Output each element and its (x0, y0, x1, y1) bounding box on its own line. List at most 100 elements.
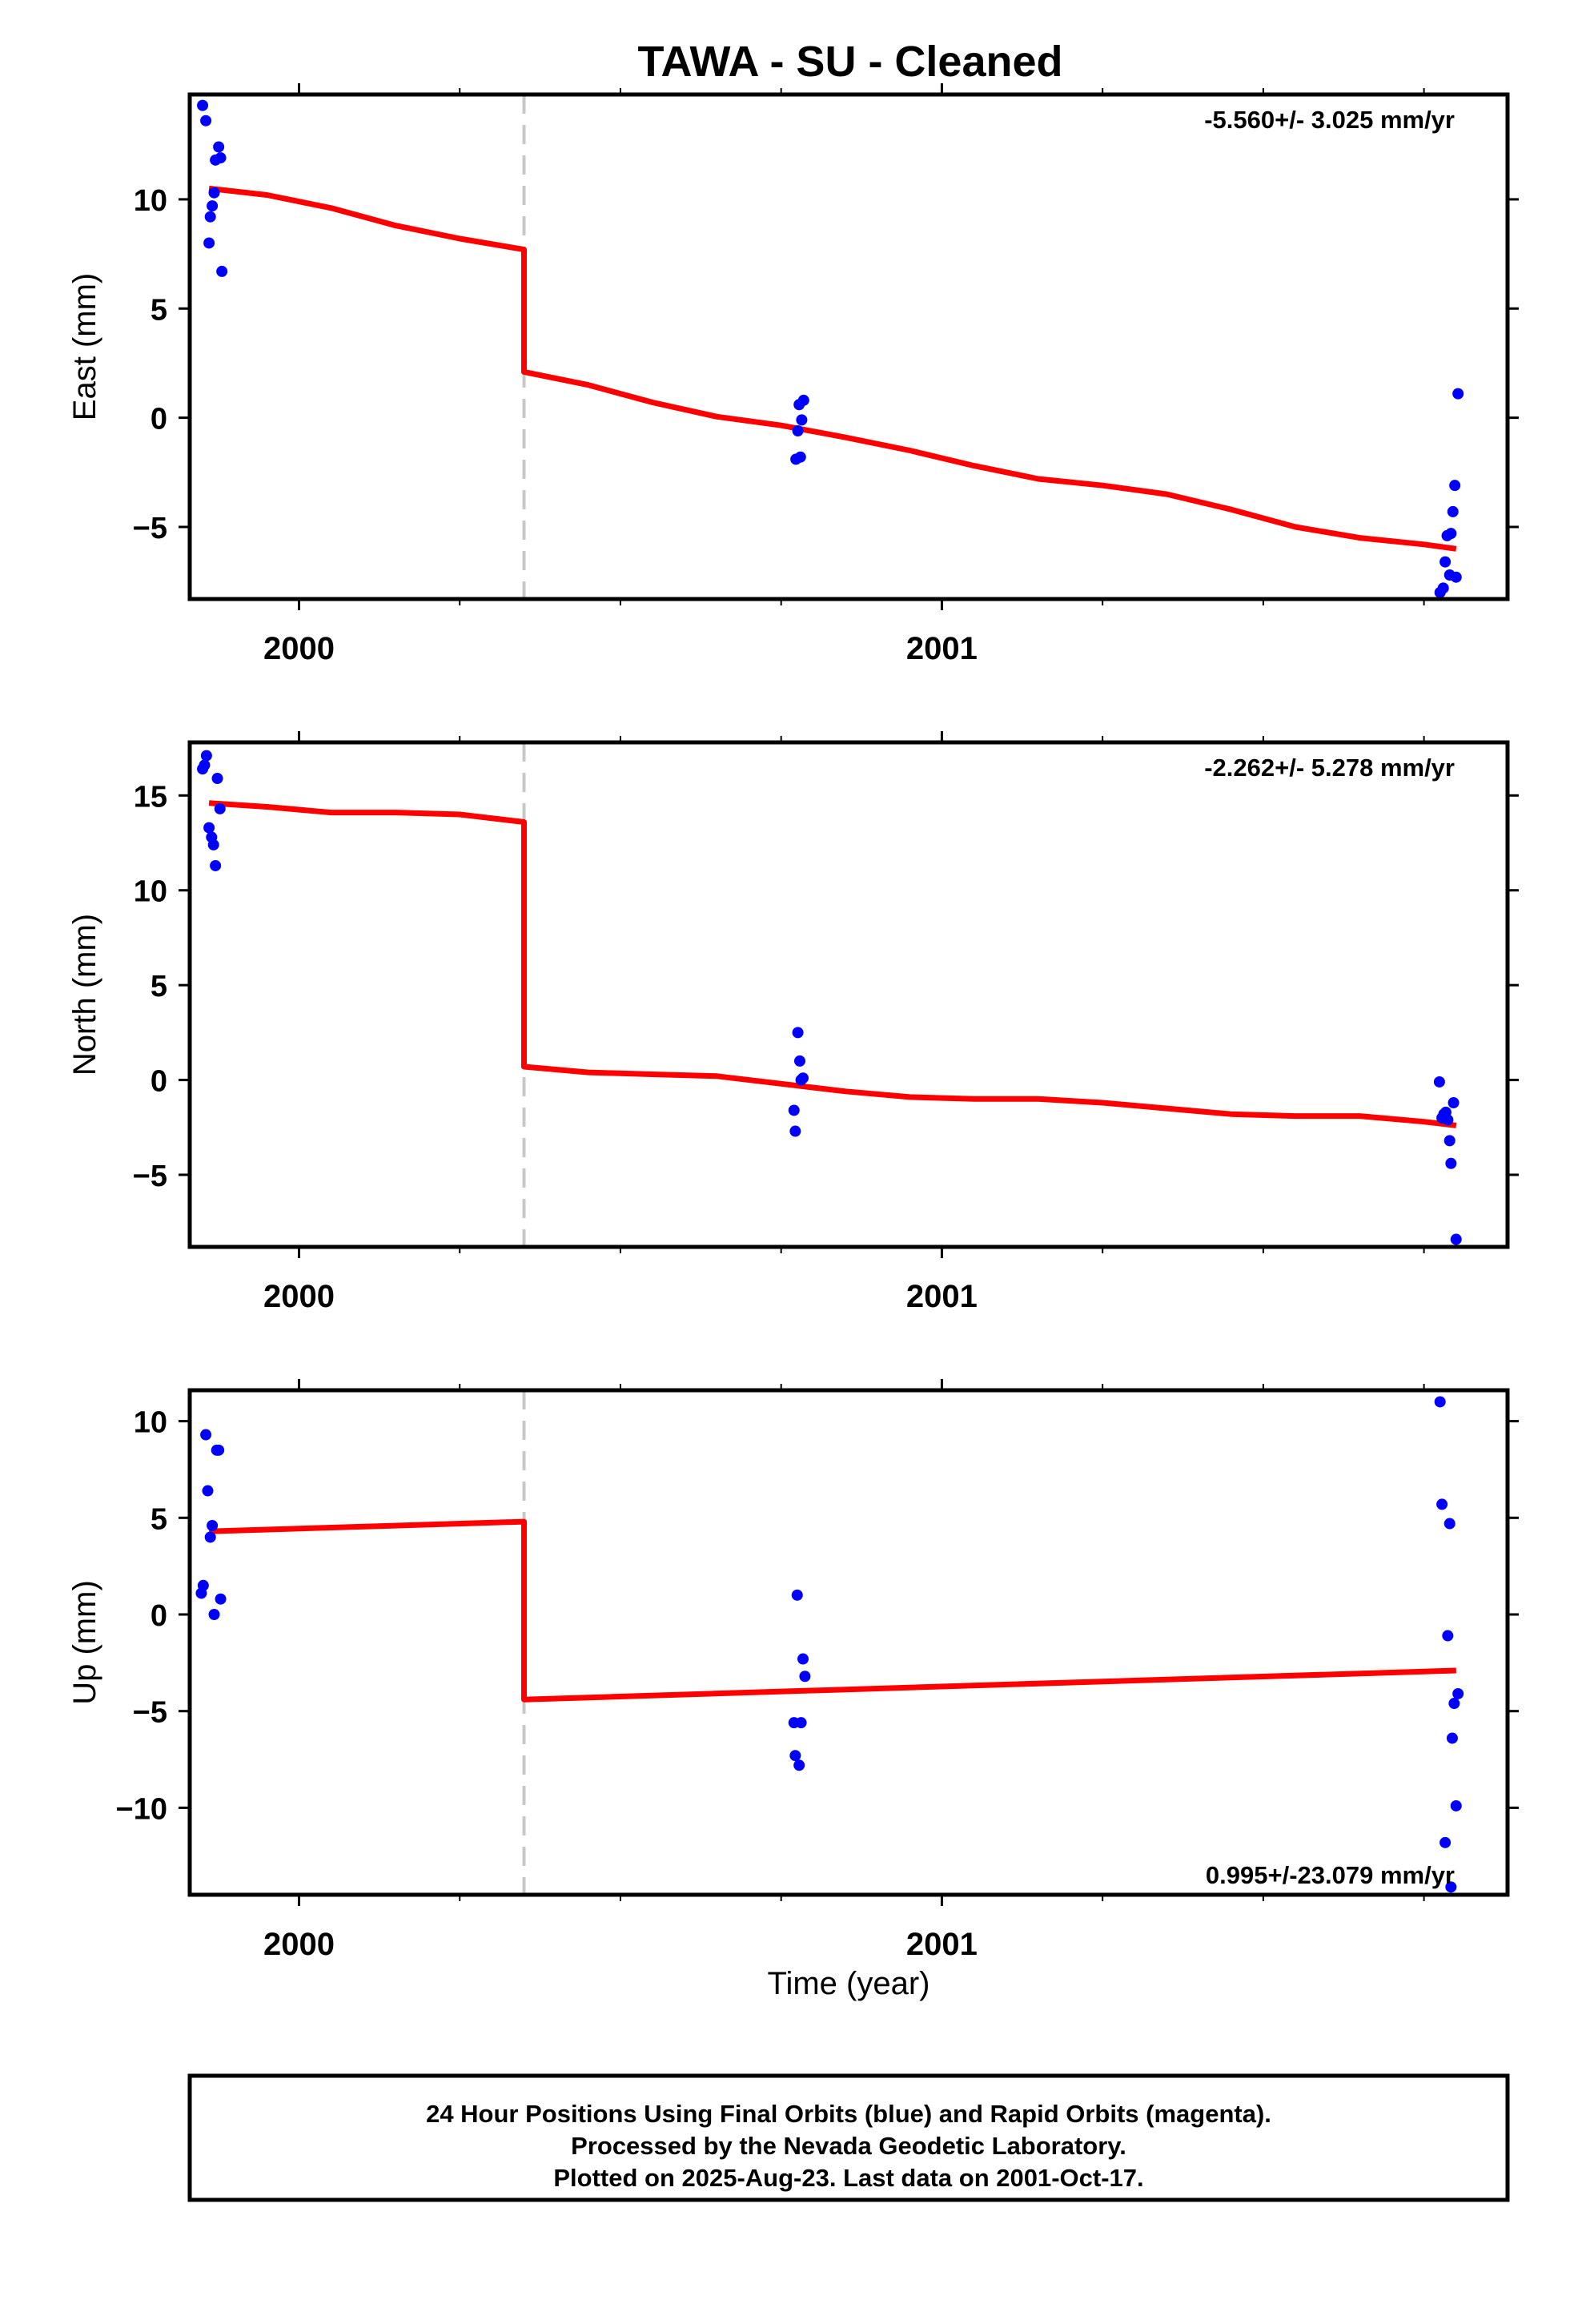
north-data-point (797, 1072, 809, 1084)
east-data-point (207, 200, 219, 212)
x-axis-label: Time (year) (768, 1966, 930, 2001)
east-panel: −5 0 5 10 2000 2001 East (mm) -5.560+/- 3.025 m… (67, 83, 1519, 666)
up-data-point (793, 1759, 805, 1771)
east-ytick-label: 5 (151, 293, 167, 327)
up-data-point (1448, 1698, 1460, 1710)
east-data-point (794, 451, 806, 463)
east-data-point (1437, 582, 1449, 594)
north-data-point (793, 1055, 805, 1067)
up-data-point (1442, 1630, 1454, 1642)
up-rate-label: 0.995+/-23.079 mm/yr (1206, 1861, 1455, 1889)
chart-title: TAWA - SU - Cleaned (637, 38, 1062, 86)
east-ytick-label: 0 (151, 403, 167, 436)
up-data-point (204, 1531, 216, 1543)
east-model-line (208, 185, 1457, 552)
north-data-point (200, 750, 212, 762)
up-ytick-label: −5 (133, 1696, 167, 1730)
north-ytick-label: −5 (133, 1160, 167, 1193)
east-data-point (204, 211, 216, 223)
east-data-point (208, 187, 220, 199)
up-model-line (208, 1518, 1456, 1703)
up-frame (187, 1388, 1510, 1897)
north-ytick-label: 5 (151, 970, 167, 1003)
north-xtick-label: 2001 (906, 1279, 978, 1314)
north-data-point (199, 759, 211, 771)
north-data-point (1450, 1233, 1462, 1245)
east-ytick-label: −5 (133, 512, 167, 545)
east-data-point (213, 141, 225, 153)
up-ytick-label: 5 (151, 1502, 167, 1536)
up-data-point (207, 1519, 219, 1531)
north-data-point (792, 1027, 804, 1039)
east-data-point (200, 115, 212, 127)
up-data-point (208, 1609, 220, 1620)
east-data-point (1452, 388, 1464, 400)
north-ytick-label: 10 (134, 875, 167, 909)
east-data-point (1449, 480, 1461, 492)
east-frame (187, 92, 1510, 601)
east-data-point (797, 394, 809, 406)
north-data-point (788, 1104, 800, 1116)
north-model-line (208, 800, 1457, 1128)
east-data-point (796, 414, 808, 426)
up-xtick-label: 2001 (906, 1927, 978, 1962)
up-ytick-label: −10 (116, 1792, 167, 1826)
up-ytick-label: 10 (134, 1406, 167, 1440)
up-data-point (200, 1429, 212, 1441)
north-data-point (211, 773, 223, 784)
up-data-point (1446, 1732, 1458, 1744)
north-rate-label: -2.262+/- 5.278 mm/yr (1204, 754, 1455, 782)
north-data-point (789, 1125, 801, 1137)
up-data-point (1450, 1799, 1462, 1811)
up-ylabel: Up (mm) (67, 1580, 102, 1705)
up-data-point (215, 1593, 227, 1605)
north-frame (187, 740, 1510, 1249)
north-data-point (203, 822, 215, 834)
up-data-point (795, 1717, 807, 1729)
up-data-point (797, 1653, 809, 1665)
up-data-point (197, 1579, 209, 1591)
up-panel: −10 −5 0 5 10 2000 2001 Up (mm) 0.995+/-23.079 m… (67, 1379, 1519, 1962)
east-data-point (1447, 505, 1459, 517)
north-data-point (210, 859, 222, 871)
east-data-point (1445, 528, 1457, 540)
north-ylabel: North (mm) (67, 914, 102, 1076)
east-data-point (1450, 571, 1462, 583)
up-data-point (1452, 1687, 1464, 1699)
up-data-point (1445, 1881, 1457, 1893)
up-data-point (1439, 1836, 1452, 1848)
east-data-point (197, 99, 209, 111)
north-data-point (1447, 1097, 1460, 1108)
east-data-point (216, 265, 228, 277)
east-xtick-label: 2000 (263, 631, 335, 666)
east-rate-label: -5.560+/- 3.025 mm/yr (1204, 106, 1455, 134)
up-data-point (789, 1750, 801, 1762)
east-xtick-label: 2001 (906, 631, 978, 666)
footer-line-2: Processed by the Nevada Geodetic Laborat… (571, 2132, 1126, 2160)
east-data-point (203, 237, 215, 249)
footer-line-1: 24 Hour Positions Using Final Orbits (bl… (426, 2100, 1271, 2128)
north-data-point (1445, 1157, 1457, 1169)
footer-line-3: Plotted on 2025-Aug-23. Last data on 200… (553, 2164, 1143, 2192)
east-ylabel: East (mm) (67, 273, 102, 420)
north-ytick-label: 15 (134, 780, 167, 814)
up-data-point (213, 1444, 225, 1456)
north-panel: −5 0 5 10 15 2000 2001 North (mm) -2.262+/- 5.27… (67, 731, 1519, 1314)
east-data-point (1439, 556, 1452, 568)
up-data-point (791, 1589, 803, 1601)
footer-box: 24 Hour Positions Using Final Orbits (bl… (187, 2073, 1510, 2202)
north-data-point (207, 838, 219, 850)
north-data-point (1433, 1076, 1445, 1088)
north-ytick-label: 0 (151, 1065, 167, 1099)
east-data-point (792, 425, 804, 436)
up-data-point (1443, 1518, 1456, 1530)
up-xtick-label: 2000 (263, 1927, 335, 1962)
up-data-point (799, 1671, 811, 1683)
up-data-point (202, 1485, 214, 1497)
north-xtick-label: 2000 (263, 1279, 335, 1314)
north-data-point (1442, 1114, 1454, 1126)
east-data-point (215, 152, 227, 164)
east-ytick-label: 10 (134, 184, 167, 218)
up-data-point (1436, 1498, 1448, 1510)
